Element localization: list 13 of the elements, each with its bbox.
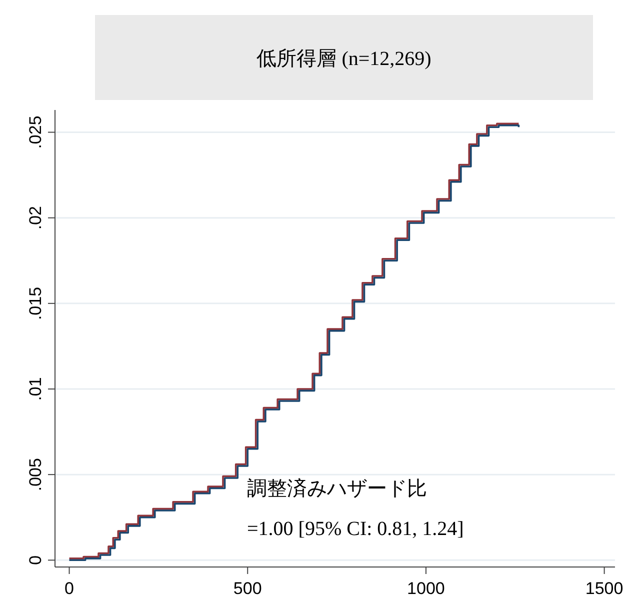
y-tick-label: .015	[26, 286, 45, 320]
annotation: =1.00 [95% CI: 0.81, 1.24]	[247, 518, 464, 540]
y-tick-label: .025	[26, 116, 45, 149]
y-tick-label: .02	[26, 206, 45, 230]
y-tick-label: .01	[26, 377, 45, 401]
x-tick-label: 1000	[407, 579, 445, 598]
annotation: 調整済みハザード比	[247, 478, 427, 500]
x-tick-label: 500	[233, 579, 262, 598]
chart-title: 低所得層 (n=12,269)	[256, 48, 432, 70]
x-tick-label: 0	[64, 579, 74, 598]
x-tick-label: 1500	[585, 579, 624, 598]
y-tick-label: 0	[26, 555, 45, 565]
y-tick-label: .005	[26, 458, 45, 492]
